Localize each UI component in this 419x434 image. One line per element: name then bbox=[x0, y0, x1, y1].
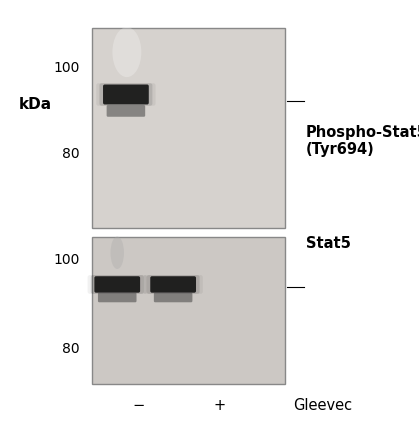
Text: 80: 80 bbox=[62, 147, 80, 161]
Text: Phospho-Stat5
(Tyr694): Phospho-Stat5 (Tyr694) bbox=[306, 125, 419, 157]
FancyBboxPatch shape bbox=[150, 276, 196, 293]
FancyBboxPatch shape bbox=[143, 275, 203, 294]
FancyBboxPatch shape bbox=[91, 275, 144, 294]
FancyBboxPatch shape bbox=[96, 83, 155, 106]
FancyBboxPatch shape bbox=[154, 293, 192, 302]
FancyBboxPatch shape bbox=[147, 275, 199, 294]
FancyBboxPatch shape bbox=[99, 83, 153, 106]
FancyBboxPatch shape bbox=[92, 237, 285, 384]
Ellipse shape bbox=[112, 27, 141, 77]
Text: 100: 100 bbox=[53, 253, 80, 267]
FancyBboxPatch shape bbox=[106, 105, 145, 117]
FancyBboxPatch shape bbox=[98, 293, 137, 302]
Text: 100: 100 bbox=[53, 61, 80, 75]
Text: Gleevec: Gleevec bbox=[293, 398, 352, 413]
FancyBboxPatch shape bbox=[88, 275, 147, 294]
Text: Stat5: Stat5 bbox=[306, 236, 351, 250]
FancyBboxPatch shape bbox=[92, 28, 285, 228]
Ellipse shape bbox=[111, 237, 124, 269]
Text: +: + bbox=[214, 398, 226, 413]
FancyBboxPatch shape bbox=[103, 85, 149, 105]
Text: −: − bbox=[132, 398, 145, 413]
Text: kDa: kDa bbox=[19, 97, 52, 112]
FancyBboxPatch shape bbox=[94, 276, 140, 293]
Text: 80: 80 bbox=[62, 342, 80, 356]
